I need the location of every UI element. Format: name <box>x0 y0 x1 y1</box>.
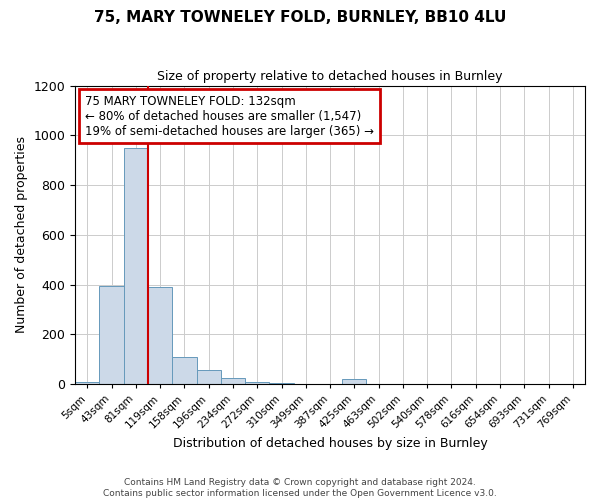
Bar <box>172 357 197 384</box>
Bar <box>148 287 172 384</box>
Text: 75 MARY TOWNELEY FOLD: 132sqm
← 80% of detached houses are smaller (1,547)
19% o: 75 MARY TOWNELEY FOLD: 132sqm ← 80% of d… <box>85 94 374 138</box>
Bar <box>269 383 293 384</box>
Bar <box>342 379 367 384</box>
Bar <box>221 378 245 384</box>
Text: Contains HM Land Registry data © Crown copyright and database right 2024.
Contai: Contains HM Land Registry data © Crown c… <box>103 478 497 498</box>
Title: Size of property relative to detached houses in Burnley: Size of property relative to detached ho… <box>157 70 503 83</box>
X-axis label: Distribution of detached houses by size in Burnley: Distribution of detached houses by size … <box>173 437 487 450</box>
Bar <box>124 148 148 384</box>
Bar <box>245 382 269 384</box>
Text: 75, MARY TOWNELEY FOLD, BURNLEY, BB10 4LU: 75, MARY TOWNELEY FOLD, BURNLEY, BB10 4L… <box>94 10 506 25</box>
Bar <box>75 382 100 384</box>
Bar <box>197 370 221 384</box>
Bar <box>100 286 124 384</box>
Y-axis label: Number of detached properties: Number of detached properties <box>15 136 28 334</box>
